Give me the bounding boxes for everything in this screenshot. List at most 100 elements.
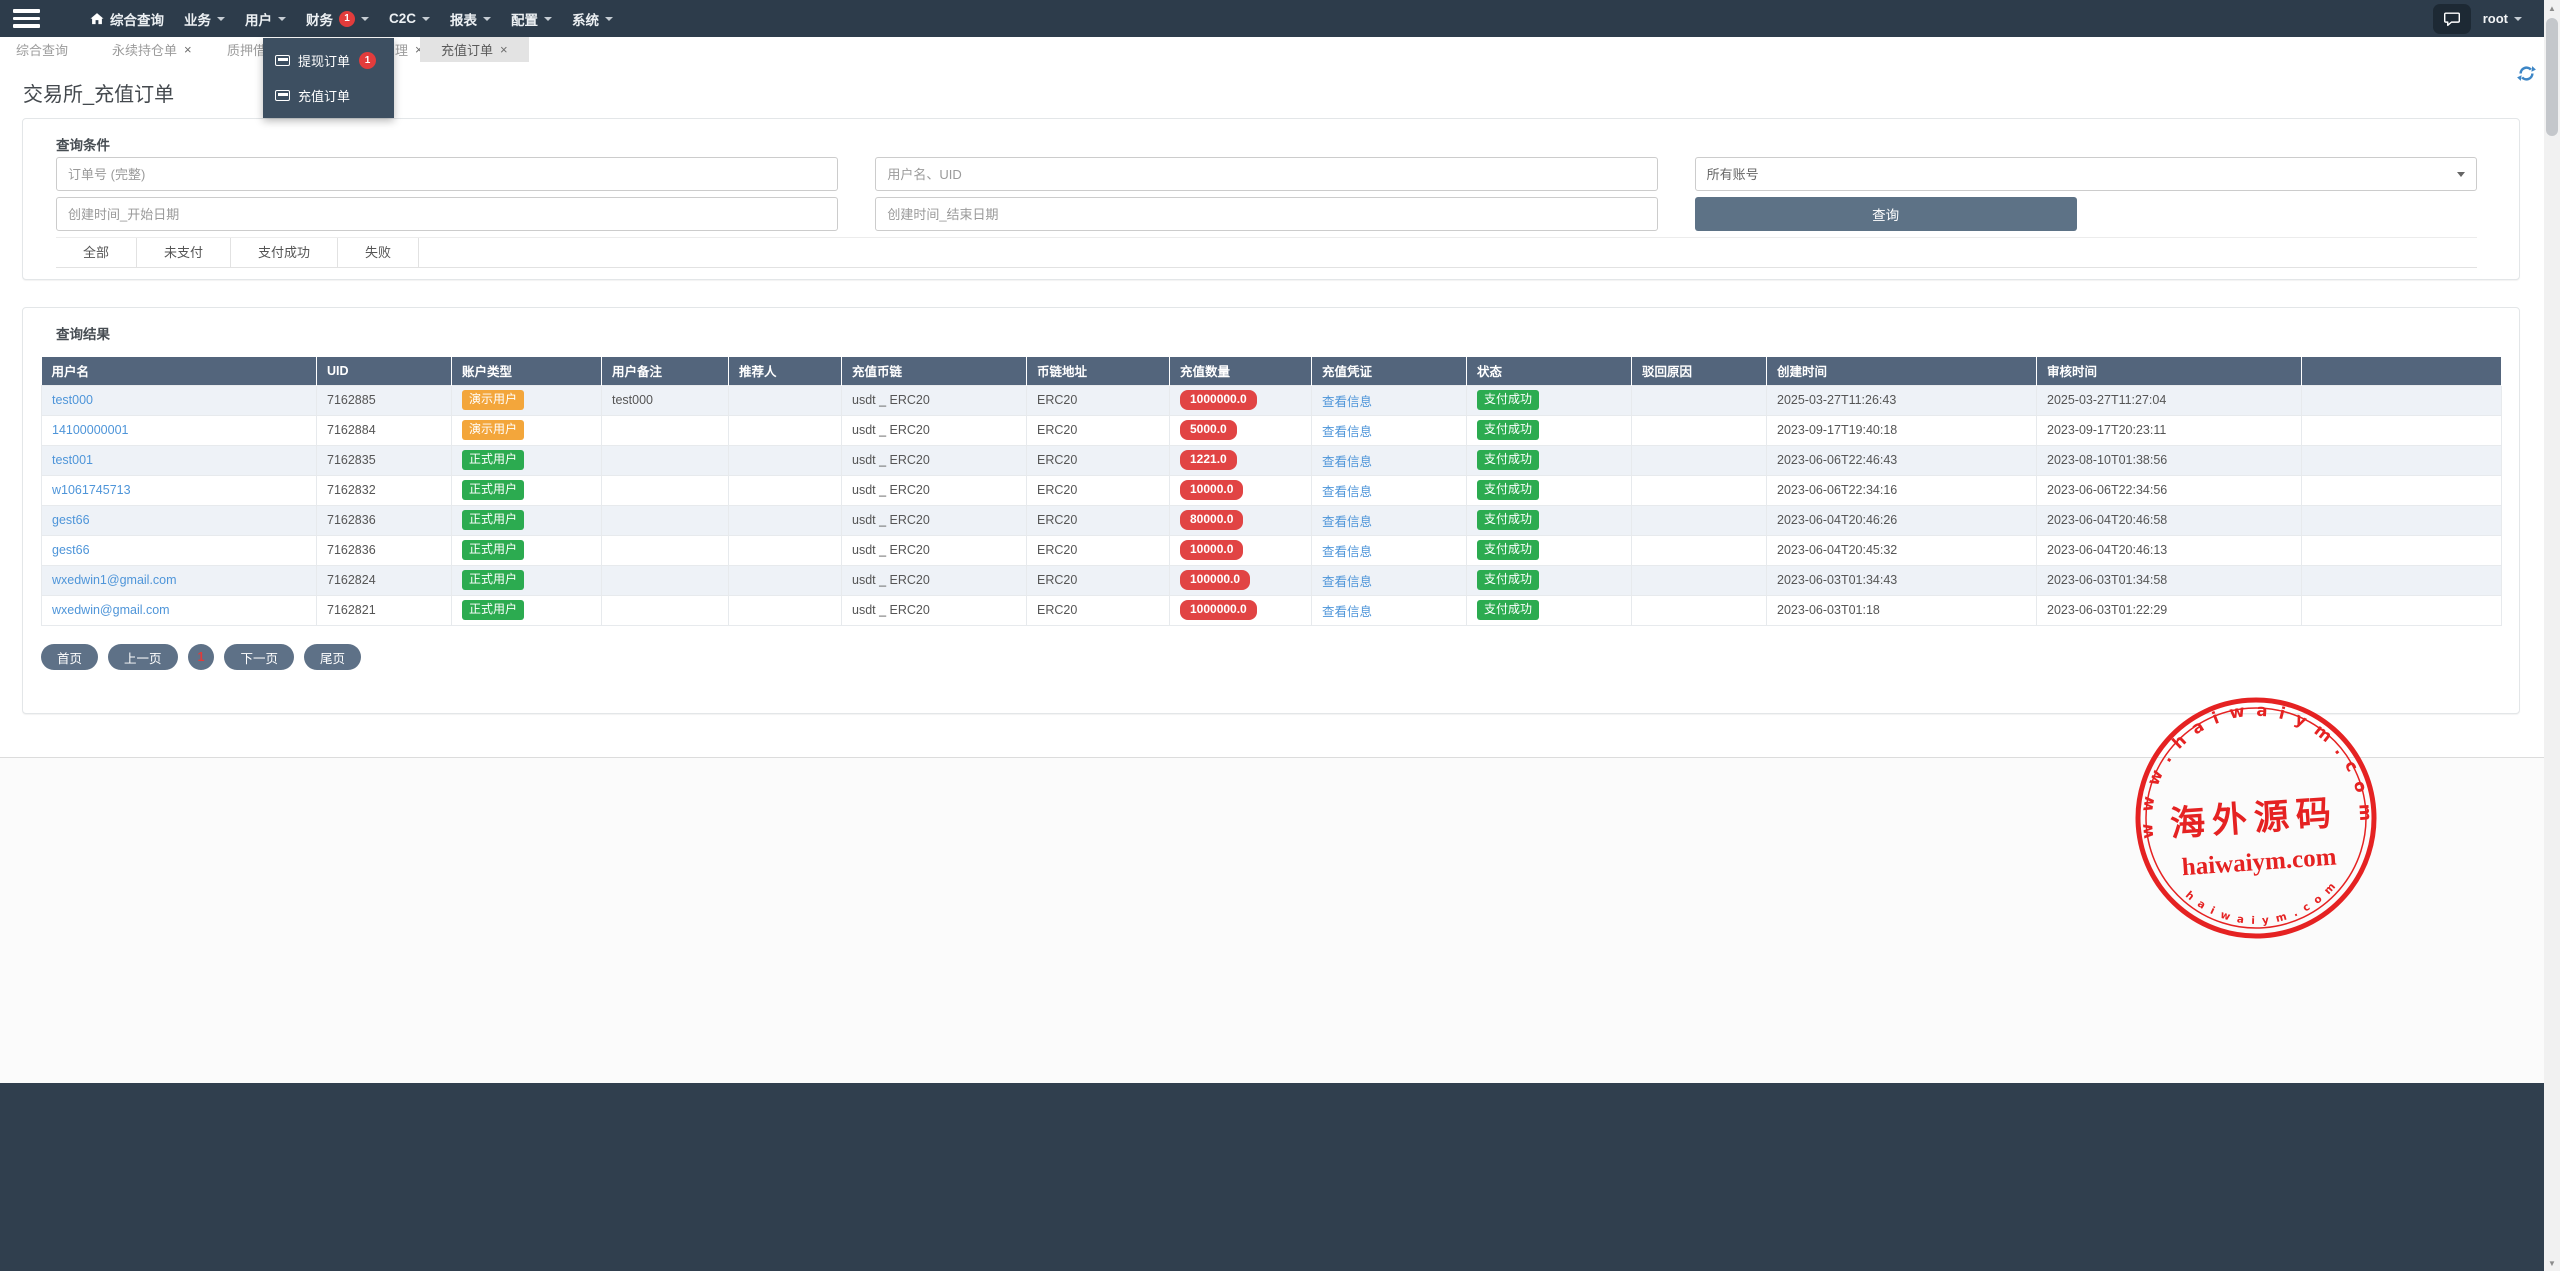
chain-cell: ERC20 (1026, 474, 1170, 506)
uid-cell: 7162836 (316, 504, 452, 536)
chevron-down-icon (544, 16, 553, 21)
reject-reason-cell (1631, 504, 1767, 536)
dropdown-item-0[interactable]: 提现订单 1 (263, 43, 394, 78)
filter-tab-2[interactable]: 支付成功 (231, 238, 339, 267)
amount-badge: 1000000.0 (1180, 600, 1257, 620)
page-button-4[interactable]: 尾页 (304, 644, 362, 670)
uid-cell: 7162835 (316, 444, 452, 476)
username-link[interactable]: 14100000001 (52, 423, 129, 437)
nav-item-1[interactable]: 业务 (174, 0, 235, 37)
nav-item-label: C2C (389, 11, 417, 26)
audited-at-cell: 2023-09-17T20:23:11 (2036, 414, 2302, 446)
dropdown-item-1[interactable]: 充值订单 (263, 78, 394, 113)
nav-item-7[interactable]: 系统 (562, 0, 623, 37)
status-badge: 支付成功 (1477, 540, 1540, 560)
nav-item-label: 系统 (572, 12, 600, 28)
nav-item-6[interactable]: 配置 (501, 0, 562, 37)
nav-item-0[interactable]: 综合查询 (80, 0, 174, 37)
created-at-cell: 2023-06-03T01:18 (1766, 594, 2037, 626)
filter-tab-1[interactable]: 未支付 (137, 238, 232, 267)
view-info-link[interactable]: 查看信息 (1322, 604, 1373, 619)
nav-item-5[interactable]: 报表 (440, 0, 501, 37)
referrer-cell (728, 444, 842, 476)
chain-cell: ERC20 (1026, 414, 1170, 446)
uid-cell: 7162836 (316, 534, 452, 566)
created-at-cell: 2023-06-04T20:45:32 (1766, 534, 2037, 566)
tab-4[interactable]: 充值订单 × (420, 37, 529, 62)
column-header: 审核时间 (2036, 357, 2302, 385)
tab-1[interactable]: 永续持仓单 × (100, 37, 204, 62)
view-info-link[interactable]: 查看信息 (1322, 394, 1373, 409)
start-date-input[interactable] (56, 197, 839, 231)
order-no-input[interactable] (56, 157, 839, 191)
referrer-cell (728, 414, 842, 446)
navbar-right: root (2432, 3, 2544, 34)
tab-label: 理 (395, 43, 409, 58)
close-icon[interactable]: × (184, 42, 192, 57)
empty-cell (2301, 504, 2502, 536)
query-button[interactable]: 查询 (1694, 197, 2077, 231)
scroll-up-icon[interactable]: ▲ (2548, 3, 2556, 13)
table-row: 14100000001 7162884 演示用户 usdt _ ERC20 ERC20 5… (41, 414, 2502, 446)
chevron-down-icon (2514, 16, 2522, 21)
view-info-link[interactable]: 查看信息 (1322, 544, 1373, 559)
nav-item-label: 报表 (450, 12, 478, 28)
pagination: 首页 上一页 1 下一页 尾页 (41, 644, 371, 670)
scroll-down-icon[interactable]: ▼ (2548, 1258, 2556, 1268)
nav-item-4[interactable]: C2C (379, 0, 440, 37)
view-info-link[interactable]: 查看信息 (1322, 514, 1373, 529)
nav-item-3[interactable]: 财务 1 (296, 0, 379, 37)
view-info-link[interactable]: 查看信息 (1322, 454, 1373, 469)
page-button-3[interactable]: 下一页 (224, 644, 294, 670)
created-at-cell: 2023-06-03T01:34:43 (1766, 564, 2037, 596)
tab-label: 综合查询 (16, 43, 69, 58)
username-link[interactable]: test000 (52, 393, 94, 407)
account-type-select[interactable]: 所有账号 (1694, 157, 2477, 191)
scrollbar-thumb[interactable] (2546, 18, 2558, 136)
user-menu[interactable]: root (2483, 11, 2522, 26)
content-divider (0, 757, 2544, 758)
username-link[interactable]: gest66 (52, 513, 90, 527)
page-button-1[interactable]: 上一页 (108, 644, 178, 670)
filter-tab-3[interactable]: 失败 (338, 238, 420, 267)
dropdown-item-label: 充值订单 (298, 89, 351, 104)
nav-item-2[interactable]: 用户 (235, 0, 296, 37)
nav-item-label: 财务 (306, 12, 333, 28)
status-filter-tabs: 全部 未支付 支付成功 失败 (56, 237, 2477, 268)
chat-button[interactable] (2432, 3, 2471, 34)
empty-cell (2301, 594, 2502, 626)
chain-cell: ERC20 (1026, 564, 1170, 596)
sidebar-toggle-icon[interactable] (13, 9, 40, 28)
view-info-link[interactable]: 查看信息 (1322, 424, 1373, 439)
created-at-cell: 2023-06-04T20:46:26 (1766, 504, 2037, 536)
tab-label: 永续持仓单 (112, 43, 178, 58)
remark-cell (601, 414, 729, 446)
empty-cell (2301, 444, 2502, 476)
username-link[interactable]: wxedwin@gmail.com (52, 603, 170, 617)
vertical-scrollbar[interactable]: ▲ ▼ (2544, 0, 2560, 1271)
end-date-input[interactable] (875, 197, 1658, 231)
refresh-icon[interactable] (2517, 64, 2536, 83)
coin-cell: usdt _ ERC20 (841, 594, 1027, 626)
page-button-2[interactable]: 1 (187, 644, 215, 670)
username-link[interactable]: wxedwin1@gmail.com (52, 573, 177, 587)
page-footer (0, 1083, 2544, 1271)
close-icon[interactable]: × (415, 42, 423, 57)
tab-3[interactable]: 理 × (383, 37, 435, 62)
username-link[interactable]: w1061745713 (52, 483, 131, 497)
user-uid-input[interactable] (875, 157, 1658, 191)
referrer-cell (728, 474, 842, 506)
filter-tab-0[interactable]: 全部 (56, 238, 138, 267)
chevron-down-icon (422, 16, 431, 21)
referrer-cell (728, 594, 842, 626)
username-link[interactable]: test001 (52, 453, 94, 467)
tab-0[interactable]: 综合查询 (4, 37, 80, 62)
page-button-0[interactable]: 首页 (41, 644, 99, 670)
close-icon[interactable]: × (500, 42, 508, 57)
amount-badge: 10000.0 (1180, 540, 1244, 560)
notification-badge: 1 (359, 52, 377, 69)
view-info-link[interactable]: 查看信息 (1322, 574, 1373, 589)
chevron-down-icon (483, 16, 492, 21)
view-info-link[interactable]: 查看信息 (1322, 484, 1373, 499)
username-link[interactable]: gest66 (52, 543, 90, 557)
